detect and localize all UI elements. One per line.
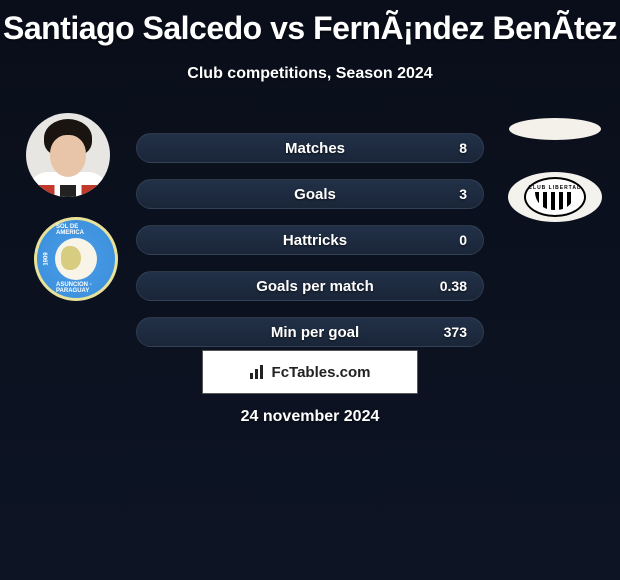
stats-list: Matches 8 Goals 3 Hattricks 0 Goals per … xyxy=(136,133,484,363)
stat-label: Matches xyxy=(137,140,483,157)
player2-club-logo: CLUB LIBERTAD xyxy=(508,172,602,222)
stat-value: 0 xyxy=(459,232,467,248)
club1-ring-year: 1909 xyxy=(43,252,49,265)
stat-row: Goals 3 xyxy=(136,179,484,209)
player2-avatar xyxy=(509,118,601,140)
brand-box[interactable]: FcTables.com xyxy=(202,350,418,394)
stat-row: Min per goal 373 xyxy=(136,317,484,347)
subtitle: Club competitions, Season 2024 xyxy=(0,65,620,83)
stat-row: Hattricks 0 xyxy=(136,225,484,255)
stat-row: Goals per match 0.38 xyxy=(136,271,484,301)
date-label: 24 november 2024 xyxy=(0,408,620,426)
page-title: Santiago Salcedo vs FernÃ¡ndez BenÃ­tez xyxy=(0,0,620,47)
stat-label: Hattricks xyxy=(137,232,483,249)
stat-value: 373 xyxy=(444,324,467,340)
club1-ring-bottom: ASUNCION - PARAGUAY xyxy=(56,282,95,294)
stat-value: 3 xyxy=(459,186,467,202)
player2-column: CLUB LIBERTAD xyxy=(500,118,610,222)
player1-column: SOL DE AMERICA ASUNCION - PARAGUAY 1909 xyxy=(8,113,128,301)
stat-row: Matches 8 xyxy=(136,133,484,163)
bar-chart-icon xyxy=(250,365,268,379)
player1-avatar xyxy=(26,113,110,197)
brand-label: FcTables.com xyxy=(272,364,371,381)
player1-club-logo: SOL DE AMERICA ASUNCION - PARAGUAY 1909 xyxy=(34,217,118,301)
club1-ring-top: SOL DE AMERICA xyxy=(56,224,95,236)
stat-label: Goals xyxy=(137,186,483,203)
stat-value: 0.38 xyxy=(440,278,467,294)
stat-label: Min per goal xyxy=(137,324,483,341)
stat-label: Goals per match xyxy=(137,278,483,295)
club2-ring-text: CLUB LIBERTAD xyxy=(528,185,581,191)
comparison-area: SOL DE AMERICA ASUNCION - PARAGUAY 1909 … xyxy=(0,123,620,363)
stat-value: 8 xyxy=(459,140,467,156)
